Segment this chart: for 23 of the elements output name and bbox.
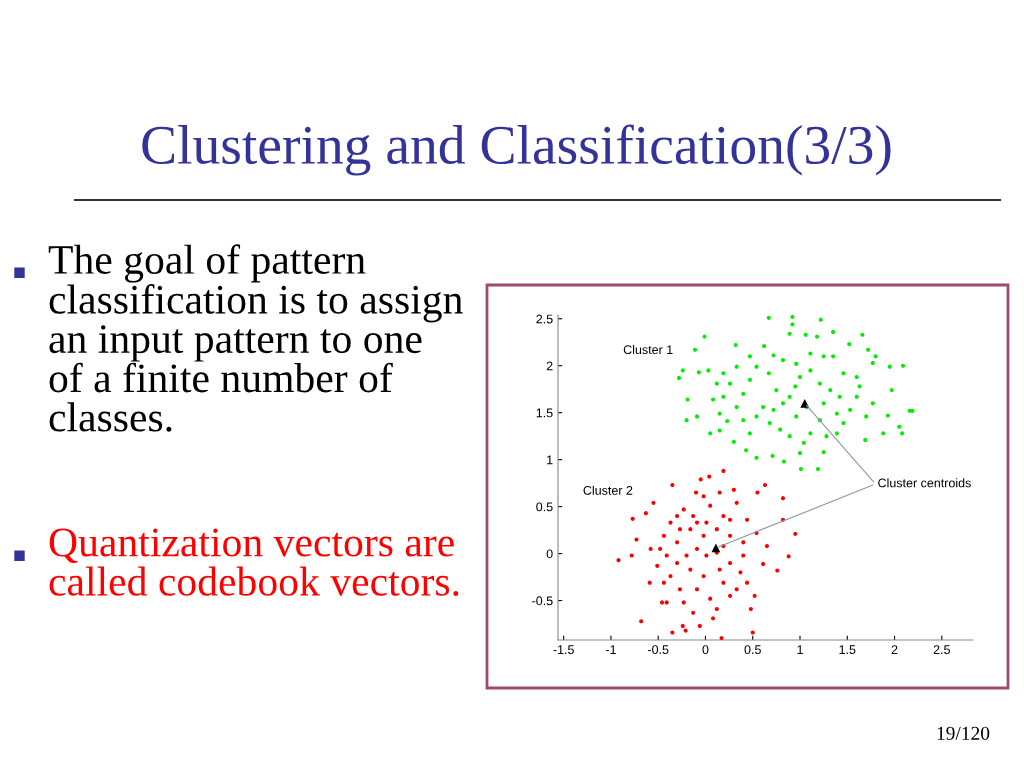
- x-tick-label: 2.5: [933, 645, 950, 655]
- x-tick-label: -1: [605, 645, 616, 654]
- y-tick-label: 1.5: [536, 408, 553, 418]
- chart-title: Clustering and Classification(3/3): [142, 124, 891, 176]
- x-tick-label: 0: [702, 645, 709, 655]
- text: Quantization vectors are called codebook vectors.: [49, 528, 459, 596]
- y-tick-label: 0.5: [536, 502, 553, 512]
- x-tick-label: 0.5: [744, 645, 761, 655]
- x-tick-label: 2: [891, 645, 898, 654]
- x-tick-label: -1.5: [553, 645, 574, 655]
- y-tick-label: 0: [546, 549, 553, 559]
- annotation: Cluster 2: [583, 485, 633, 495]
- x-tick-label: 1: [797, 645, 803, 654]
- y-tick-label: 2: [546, 361, 553, 371]
- x-tick-label: 1.5: [839, 645, 856, 655]
- y-tick-label: 2.5: [536, 314, 553, 324]
- text: 19/120: [937, 726, 990, 740]
- x-tick-label: -0.5: [647, 645, 669, 655]
- y-tick-label: 1: [547, 455, 553, 465]
- text: The goal of pattern classification is to assign an input pattern to one of a finite number of classes.: [48, 244, 463, 432]
- y-tick-label: -0.5: [532, 596, 553, 606]
- annotation: Cluster centroids: [878, 478, 971, 488]
- annotation: Cluster 1: [623, 344, 673, 355]
